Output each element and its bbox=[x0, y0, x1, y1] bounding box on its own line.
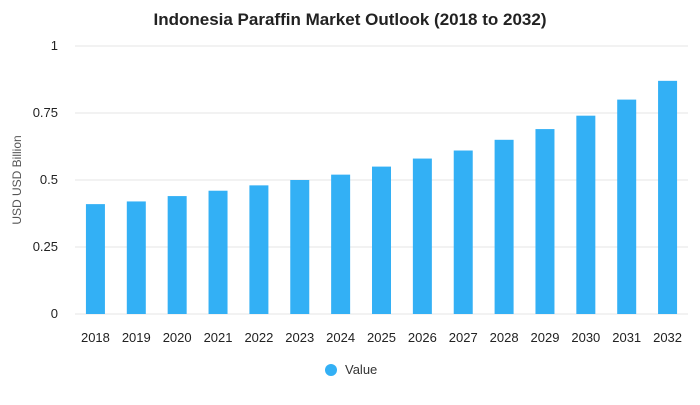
bar-2022[interactable] bbox=[249, 185, 269, 314]
bar-2030[interactable] bbox=[576, 115, 596, 315]
y-tick-label: 0.5 bbox=[40, 172, 58, 187]
bar-2028[interactable] bbox=[494, 139, 514, 314]
x-tick-label: 2023 bbox=[285, 330, 314, 345]
y-axis-label: USD USD Billion bbox=[10, 135, 24, 224]
bar-2024[interactable] bbox=[331, 174, 351, 314]
bar-2021[interactable] bbox=[208, 190, 228, 314]
x-tick-label: 2025 bbox=[367, 330, 396, 345]
x-tick-label: 2021 bbox=[204, 330, 233, 345]
bar-2018[interactable] bbox=[85, 204, 105, 314]
x-tick-label: 2027 bbox=[449, 330, 478, 345]
bar-2032[interactable] bbox=[658, 80, 678, 314]
legend-label-value: Value bbox=[345, 362, 377, 377]
bar-2025[interactable] bbox=[372, 166, 391, 314]
x-tick-label: 2032 bbox=[653, 330, 682, 345]
y-tick-label: 1 bbox=[51, 38, 58, 53]
x-tick-label: 2024 bbox=[326, 330, 355, 345]
bar-2023[interactable] bbox=[290, 180, 310, 314]
bar-2026[interactable] bbox=[412, 158, 432, 314]
y-tick-label: 0.25 bbox=[33, 239, 58, 254]
y-tick-label: 0.75 bbox=[33, 105, 58, 120]
legend-swatch-value bbox=[325, 364, 337, 376]
bar-2029[interactable] bbox=[535, 129, 555, 314]
x-tick-label: 2028 bbox=[490, 330, 519, 345]
x-tick-label: 2019 bbox=[122, 330, 151, 345]
x-tick-label: 2020 bbox=[163, 330, 192, 345]
bar-2027[interactable] bbox=[453, 150, 473, 314]
x-tick-label: 2026 bbox=[408, 330, 437, 345]
x-tick-label: 2018 bbox=[81, 330, 110, 345]
x-tick-label: 2031 bbox=[612, 330, 641, 345]
bar-2031[interactable] bbox=[617, 99, 637, 314]
chart-title: Indonesia Paraffin Market Outlook (2018 … bbox=[153, 10, 546, 29]
x-tick-label: 2022 bbox=[244, 330, 273, 345]
y-axis-ticks: 0 0.25 0.5 0.75 1 bbox=[33, 38, 58, 321]
bar-2020[interactable] bbox=[167, 196, 187, 314]
y-tick-label: 0 bbox=[51, 306, 58, 321]
bar-2019[interactable] bbox=[126, 201, 146, 314]
x-tick-label: 2030 bbox=[571, 330, 600, 345]
bars bbox=[85, 80, 678, 315]
x-tick-label: 2029 bbox=[531, 330, 560, 345]
x-axis-ticks: 2018 2019 2020 2021 2022 2023 2024 2025 2026 2027… bbox=[81, 330, 682, 345]
legend[interactable]: Value bbox=[325, 362, 377, 377]
